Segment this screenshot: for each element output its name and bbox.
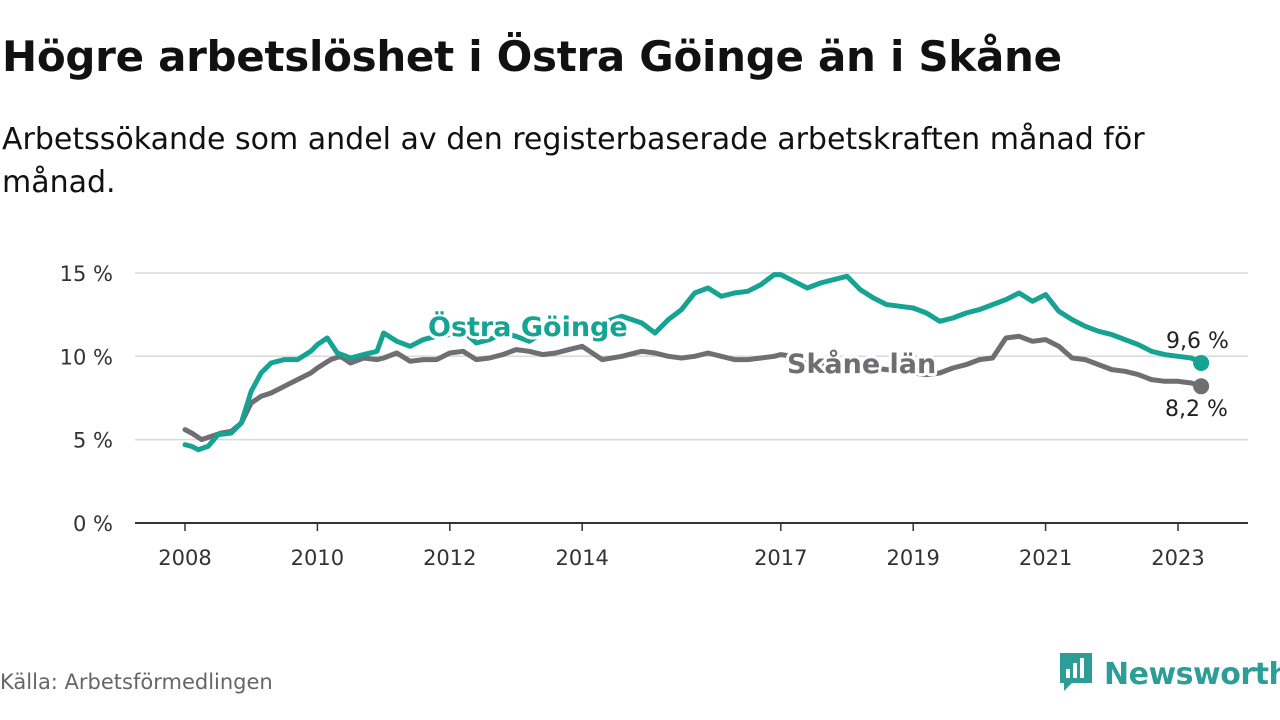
x-tick-label: 2021 — [1019, 546, 1072, 570]
x-tick-label: 2017 — [754, 546, 807, 570]
source-note: Källa: Arbetsförmedlingen — [0, 670, 273, 694]
y-tick-label: 0 % — [73, 512, 113, 536]
newsworthy-logo-icon — [1058, 651, 1094, 697]
x-tick-label: 2008 — [158, 546, 211, 570]
series-line-skane-lan — [182, 333, 1204, 443]
end-value-ostra-goinge: 9,6 % — [1166, 329, 1229, 354]
brand-logo: Newsworthy — [1058, 652, 1280, 696]
x-tick-label: 2019 — [886, 546, 939, 570]
y-tick-label: 15 % — [60, 262, 113, 286]
line-chart: 0 % 5 % 10 % 15 % 2008 2010 2012 2014 2017 2019 20… — [60, 262, 1248, 570]
series-line-ostra-goinge — [182, 272, 1204, 453]
x-tick-label: 2014 — [555, 546, 608, 570]
series-label-skane-lan: Skåne län — [787, 348, 936, 380]
y-tick-label: 5 % — [73, 429, 113, 453]
end-value-skane-lan: 8,2 % — [1165, 397, 1228, 422]
x-tick-label: 2023 — [1151, 546, 1204, 570]
x-tick-label: 2012 — [423, 546, 476, 570]
y-tick-label: 10 % — [60, 345, 113, 369]
x-tick-label: 2010 — [291, 546, 344, 570]
end-point-skane-lan — [1193, 378, 1210, 395]
page-subtitle: Arbetssökande som andel av den registerb… — [2, 122, 1145, 200]
end-point-ostra-goinge — [1193, 354, 1210, 371]
page-title: Högre arbetslöshet i Östra Göinge än i S… — [2, 32, 1062, 81]
series-label-ostra-goinge: Östra Göinge — [428, 310, 628, 343]
brand-name: Newsworthy — [1104, 656, 1280, 692]
